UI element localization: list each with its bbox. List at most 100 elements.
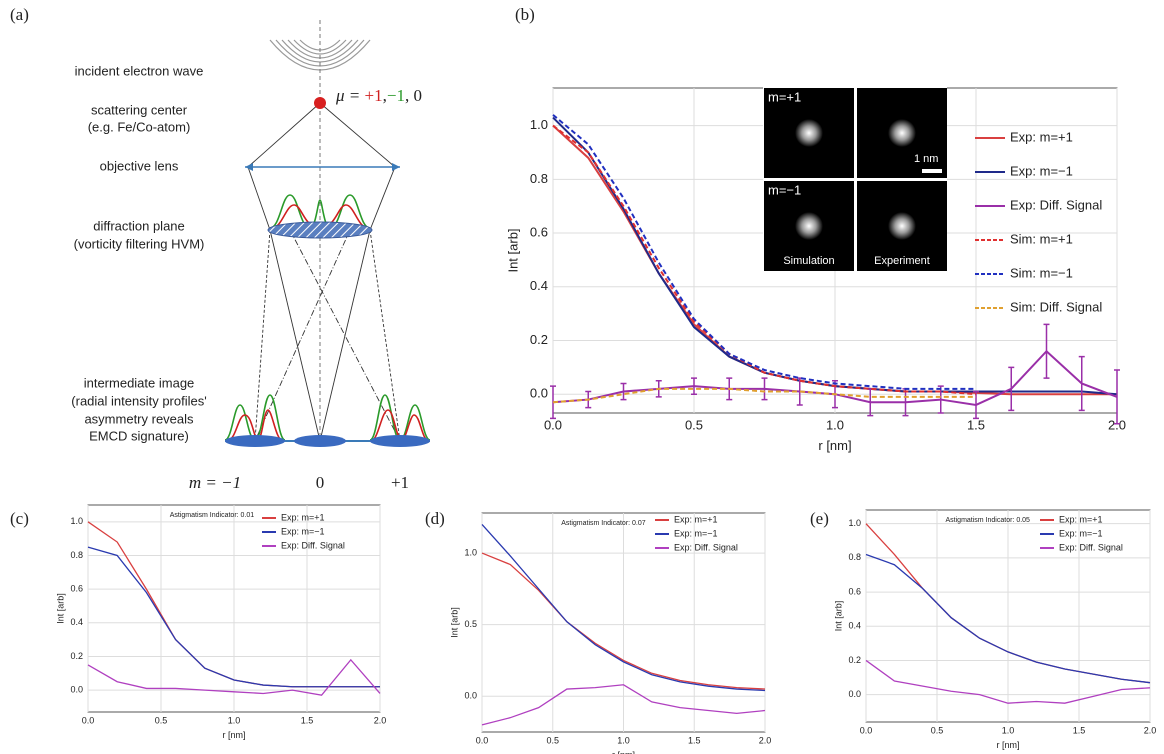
y-tick-label: 0.8	[530, 171, 548, 186]
x-axis-label: r [nm]	[222, 730, 245, 740]
series-line	[865, 553, 1151, 684]
x-tick-label: 2.0	[374, 715, 387, 725]
y-tick-label: 0.2	[530, 332, 548, 347]
mu-prefix: μ =	[335, 86, 365, 105]
legend-label: Sim: m=−1	[1010, 265, 1073, 280]
mu-zero: , 0	[405, 86, 422, 105]
chart: (e) 0.0 0.5 1.0 1.5 2.0 0.0 0.2 0.4 0.6 0.8 1.0 r [n…	[810, 509, 1156, 750]
inset-blob	[888, 119, 916, 147]
y-axis-label: Int [arb]	[505, 228, 520, 272]
y-tick-label: 0.2	[848, 655, 861, 665]
inset-labels: m=+1 m=−1 1 nm Simulation Experiment	[768, 89, 938, 266]
panel-label: (d)	[425, 509, 445, 528]
y-tick-label: 0.0	[848, 689, 861, 699]
x-axis-label: r [nm]	[818, 438, 851, 453]
legend-label: Exp: Diff. Signal	[281, 540, 345, 550]
x-axis-label: r [nm]	[996, 740, 1019, 750]
error-bar	[620, 382, 627, 401]
m-label: m = −1	[189, 473, 241, 492]
series-line	[481, 684, 766, 726]
image-spot	[294, 435, 346, 447]
error-bar	[1114, 369, 1120, 425]
m-label: 0	[316, 473, 325, 492]
legend-label: Exp: m=+1	[281, 512, 325, 522]
y-tick-label: 0.4	[530, 278, 548, 293]
error-bar	[761, 377, 768, 401]
y-tick-label: 0.4	[848, 621, 861, 631]
y-tick-label: 0.0	[464, 691, 477, 701]
mu-label: μ = +1,−1, 0	[335, 86, 422, 105]
y-tick-label: 0.8	[70, 550, 83, 560]
inset-label: Experiment	[874, 255, 930, 267]
y-tick-label: 0.0	[530, 386, 548, 401]
y-axis-label: Int [arb]	[55, 593, 65, 624]
label: (vorticity filtering HVM)	[74, 236, 205, 251]
legend-label: Exp: m=+1	[1010, 129, 1073, 144]
x-tick-label: 1.5	[301, 715, 314, 725]
error-bar	[1043, 323, 1050, 379]
y-tick-label: 0.6	[70, 584, 83, 594]
series-line	[552, 124, 977, 396]
annotation: Astigmatism Indicator: 0.07	[561, 520, 646, 527]
x-tick-label: 2.0	[1144, 725, 1157, 735]
m-label: +1	[391, 473, 409, 492]
scale-bar	[922, 169, 942, 173]
chart: (d) 0.0 0.5 1.0 1.5 2.0 0.0 0.5 1.0 r [nm] Int [ar…	[425, 509, 771, 754]
label: asymmetry reveals	[84, 411, 194, 426]
inset-blob	[795, 119, 823, 147]
x-tick-label: 0.5	[685, 417, 703, 432]
series-line	[865, 659, 1151, 704]
legend-label: Sim: m=+1	[1010, 231, 1073, 246]
series-line	[481, 552, 766, 690]
m-labels: m = −1 0 +1	[189, 473, 409, 492]
x-tick-label: 1.5	[967, 417, 985, 432]
inset: m=+1 m=−1 1 nm Simulation Experiment	[763, 87, 947, 271]
legend-label: Exp: m=+1	[674, 514, 718, 524]
label: scattering center	[91, 102, 188, 117]
label: (e.g. Fe/Co-atom)	[88, 119, 191, 134]
error-bar	[691, 377, 697, 395]
mu-sep: ,	[383, 86, 387, 105]
y-tick-label: 0.2	[70, 651, 83, 661]
legend-label: Exp: Diff. Signal	[1059, 542, 1123, 552]
x-tick-label: 1.5	[1073, 725, 1086, 735]
y-tick-label: 1.0	[70, 516, 83, 526]
label: intermediate image	[84, 375, 195, 390]
label: incident electron wave	[75, 63, 204, 78]
y-tick-label: 1.0	[848, 518, 861, 528]
panel-label: (e)	[810, 509, 829, 528]
error-bar	[1008, 366, 1015, 412]
series-line	[552, 387, 976, 404]
diffraction-plane	[267, 221, 373, 239]
x-tick-label: 0.0	[544, 417, 562, 432]
legend-label: Exp: m=−1	[1010, 163, 1073, 178]
diagram: (a) incident electron wave	[10, 5, 431, 492]
y-tick-label: 0.6	[530, 224, 548, 239]
x-tick-label: 1.0	[1002, 725, 1015, 735]
legend-label: Exp: Diff. Signal	[674, 542, 738, 552]
series-line	[87, 546, 380, 688]
annotation: Astigmatism Indicator: 0.01	[170, 512, 255, 519]
inset-label: m=−1	[768, 182, 801, 197]
panel-label: (b)	[515, 5, 535, 24]
annotation: Astigmatism Indicator: 0.05	[946, 517, 1031, 524]
y-tick-label: 0.4	[70, 617, 83, 627]
y-axis-label: Int [arb]	[449, 607, 459, 638]
series-line	[87, 658, 381, 696]
error-bar	[1078, 355, 1085, 412]
mu-plus: +1	[365, 86, 383, 105]
mu-minus: −1	[387, 86, 405, 105]
inset-label: 1 nm	[914, 153, 938, 165]
x-tick-label: 0.0	[476, 735, 489, 745]
x-tick-label: 1.0	[228, 715, 241, 725]
x-tick-label: 0.5	[931, 725, 944, 735]
scattering-center	[314, 97, 326, 109]
legend-label: Exp: m=−1	[1059, 528, 1103, 538]
image-spot	[225, 435, 285, 447]
y-tick-label: 0.5	[464, 619, 477, 629]
inset-label: Simulation	[783, 255, 834, 267]
legend-label: Exp: m=−1	[674, 528, 718, 538]
inset-blob	[888, 212, 916, 240]
label: (radial intensity profiles'	[71, 393, 206, 408]
